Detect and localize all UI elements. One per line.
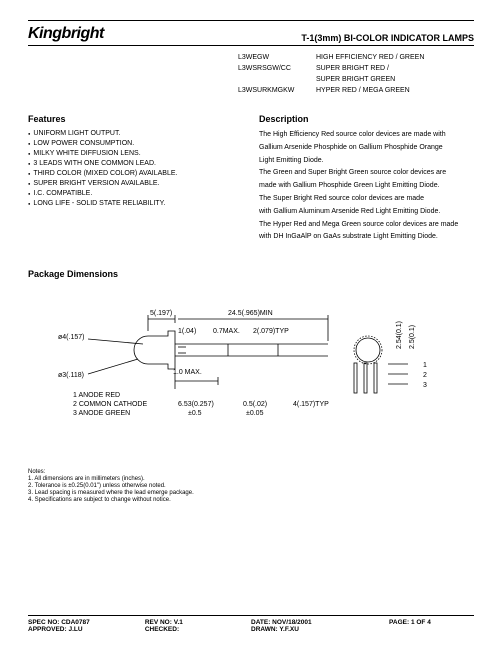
- rev-no: REV NO: V.1: [145, 619, 251, 626]
- approved: APPROVED: J.LU: [28, 626, 145, 633]
- part-desc: HIGH EFFICIENCY RED / GREEN: [316, 54, 424, 61]
- dim-label: 0.7MAX.: [213, 328, 240, 335]
- product-row: L3WSRSGW/CC SUPER BRIGHT RED /: [238, 65, 474, 72]
- product-row: L3WSURKMGKW HYPER RED / MEGA GREEN: [238, 87, 474, 94]
- pin-num: 1: [423, 362, 427, 369]
- part-desc: SUPER BRIGHT GREEN: [316, 76, 395, 83]
- desc-line: The Hyper Red and Mega Green source colo…: [259, 220, 474, 230]
- part-number: L3WSURKMGKW: [238, 87, 316, 94]
- spacer: [389, 626, 474, 633]
- desc-line: The Green and Super Bright Green source …: [259, 168, 474, 178]
- dim-label: 2.5(0.1): [409, 325, 416, 349]
- product-list: L3WEGW HIGH EFFICIENCY RED / GREEN L3WSR…: [238, 54, 474, 94]
- dim-label: 1.0 MAX.: [173, 369, 202, 376]
- feature-item: MILKY WHITE DIFFUSION LENS.: [28, 150, 243, 157]
- note-line: 4. Specifications are subject to change …: [28, 497, 474, 503]
- pin-label: 2 COMMON CATHODE: [73, 401, 147, 408]
- part-number: [238, 76, 316, 83]
- desc-line: The High Efficiency Red source color dev…: [259, 130, 474, 140]
- note-line: 1. All dimensions are in millimeters (in…: [28, 476, 474, 482]
- footer-rule: [28, 615, 474, 616]
- dim-label: ø4(.157): [58, 334, 84, 341]
- desc-line: Gallium Arsenide Phosphide on Gallium Ph…: [259, 143, 474, 153]
- desc-line: with Gallium Aluminum Arsenide Red Light…: [259, 207, 474, 217]
- top-rule: [28, 20, 474, 21]
- dim-label: 2(.079)TYP: [253, 328, 289, 335]
- checked: CHECKED:: [145, 626, 251, 633]
- desc-line: with DH InGaAlP on GaAs substrate Light …: [259, 232, 474, 242]
- feature-item: LONG LIFE - SOLID STATE RELIABILITY.: [28, 200, 243, 207]
- dim-label: ±0.05: [246, 410, 264, 417]
- package-diagram: 5(.197) 24.5(.965)MIN 1(.04) 0.7MAX. 2(.…: [28, 289, 474, 449]
- description-column: Description The High Efficiency Red sour…: [259, 114, 474, 245]
- feature-item: THIRD COLOR (MIXED COLOR) AVAILABLE.: [28, 170, 243, 177]
- pin-label: 1 ANODE RED: [73, 392, 120, 399]
- feature-item: SUPER BRIGHT VERSION AVAILABLE.: [28, 180, 243, 187]
- dim-label: 6.53(0.257): [178, 401, 214, 408]
- part-number: L3WSRSGW/CC: [238, 65, 316, 72]
- feature-item: UNIFORM LIGHT OUTPUT.: [28, 130, 243, 137]
- page-num: PAGE: 1 OF 4: [389, 619, 474, 626]
- dim-label: 5(.197): [150, 310, 172, 317]
- features-column: Features UNIFORM LIGHT OUTPUT. LOW POWER…: [28, 114, 243, 245]
- features-title: Features: [28, 114, 243, 124]
- note-line: 3. Lead spacing is measured where the le…: [28, 490, 474, 496]
- note-line: 2. Tolerance is ±0.25(0.01") unless othe…: [28, 483, 474, 489]
- feature-item: 3 LEADS WITH ONE COMMON LEAD.: [28, 160, 243, 167]
- product-row: SUPER BRIGHT GREEN: [238, 76, 474, 83]
- part-number: L3WEGW: [238, 54, 316, 61]
- desc-line: Light Emitting Diode.: [259, 156, 474, 166]
- spec-no: SPEC NO: CDA0787: [28, 619, 145, 626]
- logo: Kingbright: [28, 25, 104, 43]
- dim-label: 2.54(0.1): [396, 321, 403, 349]
- drawn: DRAWN: Y.F.XU: [251, 626, 389, 633]
- desc-line: made with Gallium Phosphide Green Light …: [259, 181, 474, 191]
- dim-label: 1(.04): [178, 328, 196, 335]
- pin-num: 2: [423, 372, 427, 379]
- dim-label: 0.5(.02): [243, 401, 267, 408]
- header: Kingbright T-1(3mm) BI-COLOR INDICATOR L…: [28, 25, 474, 43]
- notes-title: Notes:: [28, 469, 474, 475]
- part-desc: SUPER BRIGHT RED /: [316, 65, 389, 72]
- feature-item: I.C. COMPATIBLE.: [28, 190, 243, 197]
- package-dimensions-title: Package Dimensions: [28, 269, 474, 279]
- dim-label: ø3(.118): [58, 372, 84, 379]
- header-divider: [28, 45, 474, 46]
- dim-label: 4(.157)TYP: [293, 401, 329, 408]
- part-desc: HYPER RED / MEGA GREEN: [316, 87, 410, 94]
- dim-label: 24.5(.965)MIN: [228, 310, 273, 317]
- content-columns: Features UNIFORM LIGHT OUTPUT. LOW POWER…: [28, 114, 474, 245]
- desc-line: The Super Bright Red source color device…: [259, 194, 474, 204]
- notes-block: Notes: 1. All dimensions are in millimet…: [28, 469, 474, 503]
- pin-label: 3 ANODE GREEN: [73, 410, 130, 417]
- pin-num: 3: [423, 382, 427, 389]
- dim-label: ±0.5: [188, 410, 202, 417]
- features-list: UNIFORM LIGHT OUTPUT. LOW POWER CONSUMPT…: [28, 130, 243, 207]
- footer: SPEC NO: CDA0787 REV NO: V.1 DATE: NOV/1…: [28, 615, 474, 633]
- page-title: T-1(3mm) BI-COLOR INDICATOR LAMPS: [301, 33, 474, 43]
- date: DATE: NOV/18/2001: [251, 619, 389, 626]
- product-row: L3WEGW HIGH EFFICIENCY RED / GREEN: [238, 54, 474, 61]
- description-title: Description: [259, 114, 474, 124]
- feature-item: LOW POWER CONSUMPTION.: [28, 140, 243, 147]
